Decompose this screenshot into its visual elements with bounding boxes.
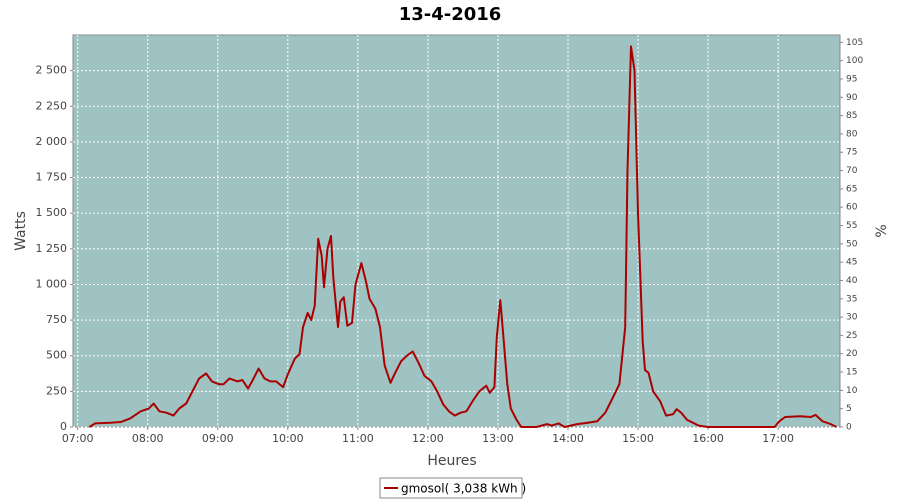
y2-tick-label: 25 xyxy=(846,331,857,341)
y-axis-label: Watts xyxy=(13,211,29,251)
y2-tick-label: 65 xyxy=(846,184,857,194)
y-tick-label: 1 250 xyxy=(36,242,68,255)
y-tick-label: 1 000 xyxy=(36,277,68,290)
y2-tick-label: 20 xyxy=(846,349,858,359)
y2-tick-label: 100 xyxy=(846,56,863,66)
y2-axis-label: % xyxy=(874,224,890,237)
y2-tick-label: 95 xyxy=(846,74,857,84)
x-tick-label: 13:00 xyxy=(482,432,514,445)
y-tick-label: 2 000 xyxy=(36,135,68,148)
y-tick-label: 250 xyxy=(46,384,67,397)
y2-tick-label: 75 xyxy=(846,148,857,158)
y2-tick-label: 0 xyxy=(846,423,852,433)
y2-tick-label: 10 xyxy=(846,386,858,396)
y2-tick-label: 85 xyxy=(846,111,857,121)
x-tick-label: 08:00 xyxy=(132,432,164,445)
y-tick-label: 750 xyxy=(46,313,67,326)
y-tick-label: 500 xyxy=(46,349,67,362)
y2-tick-label: 35 xyxy=(846,294,857,304)
y-tick-label: 1 750 xyxy=(36,171,68,184)
chart-title: 13-4-2016 xyxy=(399,4,502,25)
plot-area xyxy=(72,34,841,428)
y2-tick-label: 90 xyxy=(846,93,858,103)
y-tick-label: 2 250 xyxy=(36,99,68,112)
y-tick-label: 2 500 xyxy=(36,64,68,77)
y2-tick-label: 45 xyxy=(846,258,857,268)
x-tick-label: 09:00 xyxy=(202,432,234,445)
y-tick-label: 1 500 xyxy=(36,206,68,219)
y2-tick-label: 30 xyxy=(846,313,858,323)
y-tick-label: 0 xyxy=(60,420,67,433)
y2-tick-label: 15 xyxy=(846,368,857,378)
data-line xyxy=(88,45,837,428)
x-tick-label: 10:00 xyxy=(272,432,304,445)
legend-label: gmosol( 3,038 kWh ) xyxy=(401,482,526,496)
y2-tick-label: 80 xyxy=(846,129,858,139)
x-axis-label: Heures xyxy=(427,453,476,469)
y2-tick-label: 40 xyxy=(846,276,858,286)
y2-tick-label: 60 xyxy=(846,203,858,213)
x-tick-label: 11:00 xyxy=(342,432,374,445)
x-tick-label: 07:00 xyxy=(62,432,94,445)
x-tick-label: 17:00 xyxy=(762,432,794,445)
x-tick-label: 14:00 xyxy=(552,432,584,445)
y2-tick-label: 55 xyxy=(846,221,857,231)
x-tick-label: 15:00 xyxy=(622,432,654,445)
y2-tick-label: 105 xyxy=(846,38,863,48)
y2-tick-label: 5 xyxy=(846,404,852,414)
y2-tick-label: 70 xyxy=(846,166,858,176)
x-tick-label: 12:00 xyxy=(412,432,444,445)
legend-box xyxy=(379,477,523,499)
x-tick-label: 16:00 xyxy=(692,432,724,445)
y2-tick-label: 50 xyxy=(846,239,858,249)
